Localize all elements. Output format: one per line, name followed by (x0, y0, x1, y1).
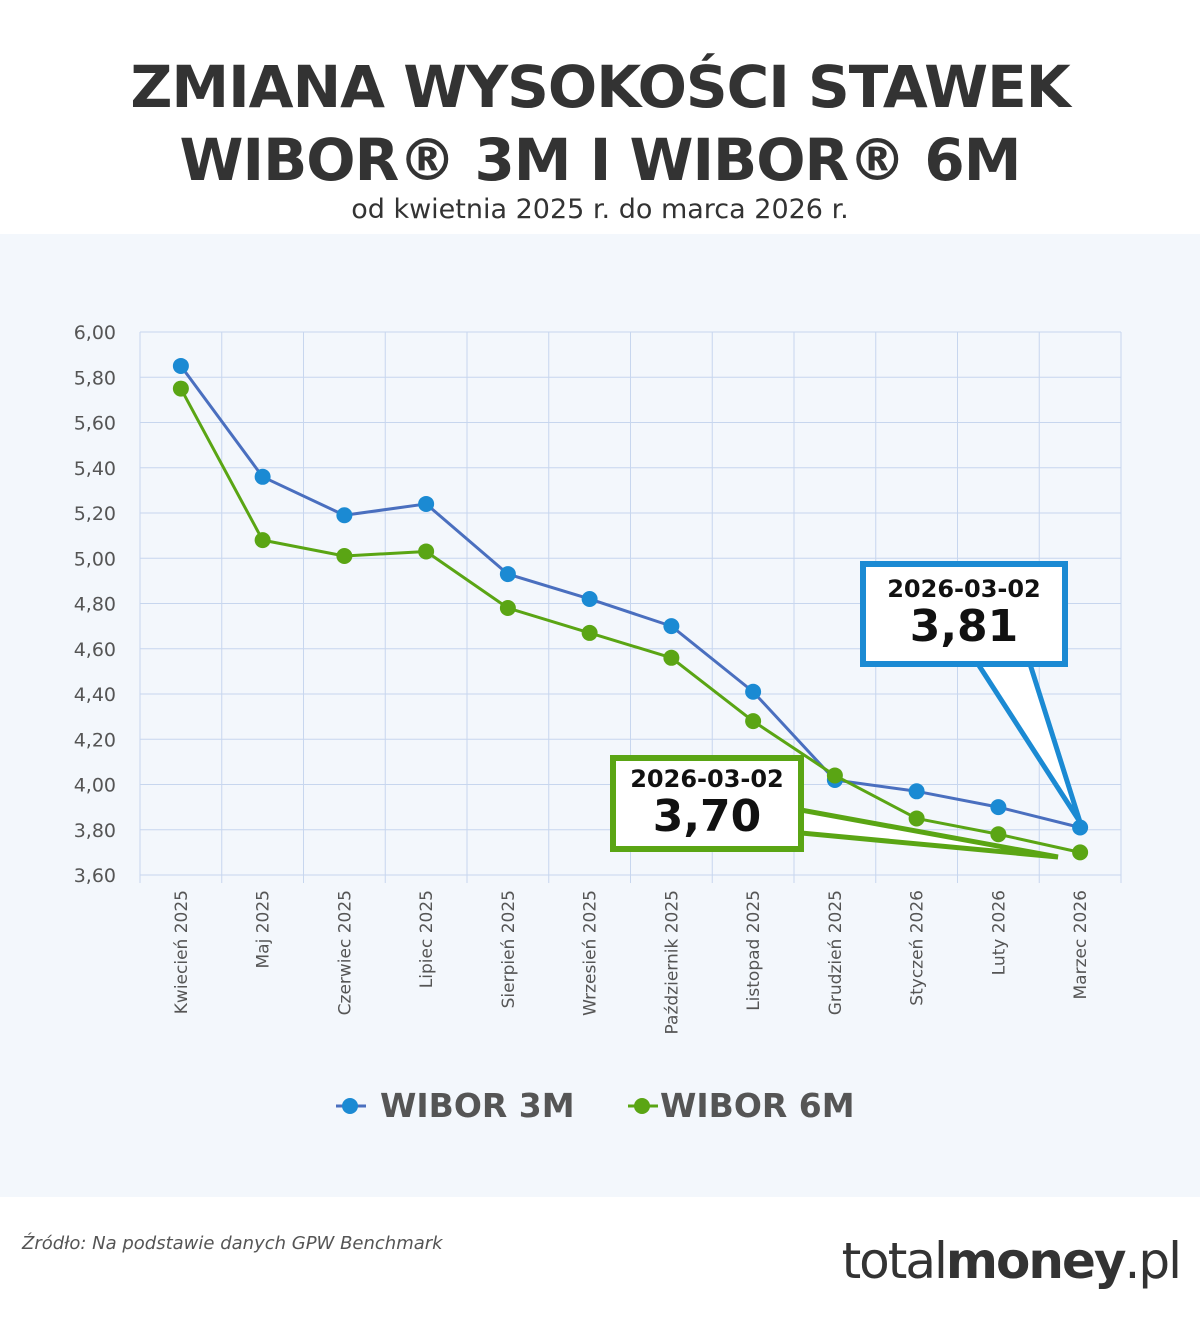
chart-grid (139, 331, 1122, 883)
x-tick-label: Listopad 2025 (744, 890, 764, 1011)
brand-part-bold: money (945, 1232, 1127, 1290)
brand-logo[interactable]: totalmoney.pl (841, 1232, 1182, 1290)
x-tick-label: Lipiec 2025 (417, 890, 437, 988)
y-tick-label: 5,00 (74, 548, 116, 570)
data-point[interactable] (990, 799, 1007, 816)
data-series (172, 357, 1089, 861)
y-tick-label: 4,20 (74, 729, 116, 751)
callout-pointers (798, 661, 1083, 860)
callout-pointer-3m (973, 661, 1083, 824)
y-tick-label: 5,40 (74, 458, 116, 480)
x-tick-label: Czerwiec 2025 (335, 890, 355, 1015)
data-point[interactable] (581, 590, 598, 607)
source-note: Źródło: Na podstawie danych GPW Benchmar… (22, 1233, 443, 1254)
data-point[interactable] (336, 507, 353, 524)
series-wibor-6m-line (179, 387, 1081, 854)
data-point[interactable] (745, 713, 762, 730)
callout-6m-value: 3,70 (652, 791, 762, 842)
callout-wibor-6m: 2026-03-02 3,70 (610, 755, 804, 852)
x-tick-label: Styczeń 2026 (908, 890, 928, 1006)
data-point[interactable] (418, 495, 435, 512)
legend-label-6m: WIBOR 6M (660, 1086, 855, 1125)
data-point[interactable] (908, 783, 925, 800)
legend-label-3m: WIBOR 3M (380, 1086, 575, 1125)
x-tick-label: Marzec 2026 (1071, 890, 1091, 999)
data-point[interactable] (581, 624, 598, 641)
y-tick-label: 5,20 (74, 503, 116, 525)
series-wibor-3m (172, 357, 1089, 836)
legend-item-wibor-6m[interactable]: WIBOR 6M (628, 1086, 855, 1125)
data-point[interactable] (336, 547, 353, 564)
data-point[interactable] (990, 826, 1007, 843)
data-point[interactable] (663, 649, 680, 666)
x-axis-labels: Kwiecień 2025 Maj 2025 Czerwiec 2025 Lipiec… (172, 890, 1091, 1034)
callout-3m-value: 3,81 (909, 601, 1019, 652)
chart-title-line2: WIBOR® 3M I WIBOR® 6M (179, 126, 1022, 194)
series-wibor-3m-line (179, 365, 1081, 829)
data-point[interactable] (826, 767, 843, 784)
chart-subtitle: od kwietnia 2025 r. do marca 2026 r. (351, 194, 849, 225)
y-tick-label: 4,40 (74, 684, 116, 706)
legend-marker-6m-icon (628, 1097, 658, 1114)
x-tick-label: Luty 2026 (989, 890, 1009, 975)
data-point[interactable] (418, 543, 435, 560)
callout-pointer-6m (798, 807, 1059, 860)
data-point[interactable] (908, 810, 925, 827)
y-tick-label: 4,80 (74, 594, 116, 616)
chart-legend: WIBOR 3M WIBOR 6M (0, 1086, 1200, 1126)
y-tick-label: 4,60 (74, 639, 116, 661)
data-point[interactable] (499, 566, 516, 583)
x-tick-label: Maj 2025 (254, 890, 274, 968)
callout-6m-date: 2026-03-02 (630, 765, 784, 793)
x-tick-label: Październik 2025 (662, 890, 682, 1034)
x-tick-label: Grudzień 2025 (826, 890, 846, 1015)
chart-panel (0, 234, 1200, 1197)
x-tick-label: Kwiecień 2025 (172, 890, 192, 1014)
legend-item-wibor-3m[interactable]: WIBOR 3M (336, 1086, 575, 1125)
chart-title-line1: ZMIANA WYSOKOŚCI STAWEK (130, 53, 1070, 121)
y-tick-label: 3,60 (74, 865, 116, 887)
brand-part-suffix: .pl (1124, 1232, 1182, 1290)
x-tick-label: Sierpień 2025 (499, 890, 519, 1008)
y-tick-label: 5,80 (74, 367, 116, 389)
callout-3m-date: 2026-03-02 (887, 575, 1041, 603)
y-tick-label: 6,00 (74, 322, 116, 344)
callout-wibor-3m: 2026-03-02 3,81 (860, 561, 1068, 667)
data-point[interactable] (172, 357, 189, 374)
y-tick-label: 5,60 (74, 413, 116, 435)
legend-marker-3m-icon (336, 1097, 366, 1114)
y-axis-labels: 6,00 5,80 5,60 5,40 5,20 5,00 4,80 4,60 4,40 4,20… (74, 322, 116, 887)
data-point[interactable] (745, 683, 762, 700)
data-point[interactable] (1072, 844, 1089, 861)
data-point[interactable] (254, 468, 271, 485)
y-tick-label: 4,00 (74, 775, 116, 797)
data-point[interactable] (254, 532, 271, 549)
y-tick-label: 3,80 (74, 820, 116, 842)
data-point[interactable] (172, 380, 189, 397)
series-wibor-6m (172, 380, 1089, 861)
data-point[interactable] (499, 600, 516, 617)
data-point[interactable] (663, 618, 680, 635)
brand-part-light: total (841, 1232, 948, 1290)
data-point[interactable] (1072, 819, 1089, 836)
x-tick-label: Wrzesień 2025 (581, 890, 601, 1016)
